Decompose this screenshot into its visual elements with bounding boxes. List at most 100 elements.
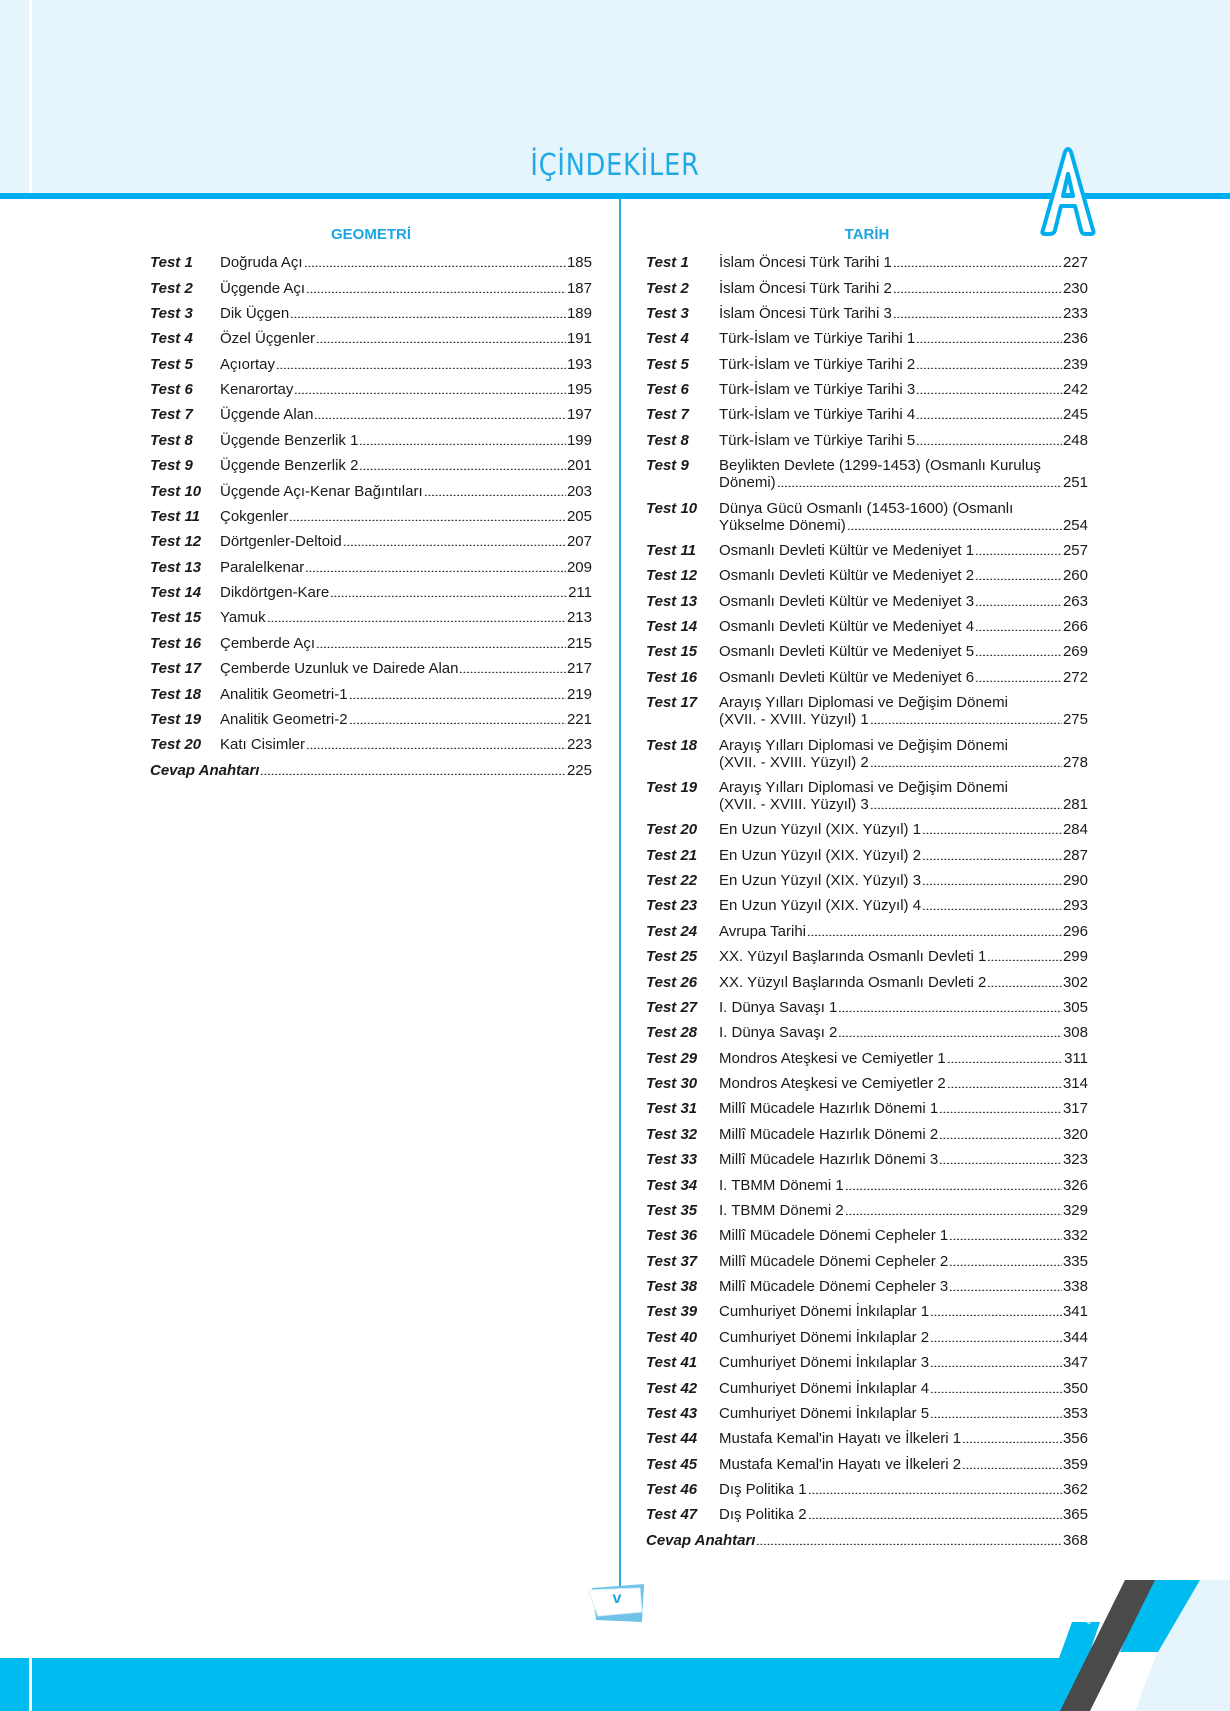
toc-entry[interactable]: Test 4 Özel Üçgenler 191	[150, 326, 592, 351]
entry-line: Dörtgenler-Deltoid 207	[220, 533, 592, 550]
entry-line: En Uzun Yüzyıl (XIX. Yüzyıl) 2 287	[719, 847, 1088, 864]
entry-title: Türk-İslam ve Türkiye Tarihi 5	[719, 431, 916, 449]
toc-entry[interactable]: Test 29 Mondros Ateşkesi ve Cemiyetler 1 3…	[646, 1046, 1088, 1071]
toc-entry[interactable]: Test 14 Dikdörtgen-Kare 211	[150, 580, 592, 605]
toc-entry[interactable]: Test 18 Analitik Geometri-1 219	[150, 681, 592, 706]
toc-entry[interactable]: Test 33 Millî Mücadele Hazırlık Dönemi 3 3…	[646, 1147, 1088, 1172]
entry-line: Yamuk 213	[220, 609, 592, 626]
toc-entry[interactable]: Test 28 I. Dünya Savaşı 2 308	[646, 1020, 1088, 1045]
entry-title: Türk-İslam ve Türkiye Tarihi 4	[719, 406, 916, 424]
toc-entry[interactable]: Test 44 Mustafa Kemal'in Hayatı ve İlkele…	[646, 1426, 1088, 1451]
toc-entry[interactable]: Test 24 Avrupa Tarihi 296	[646, 919, 1088, 944]
entry-label: Test 12	[150, 533, 202, 551]
entry-title: Dönemi)	[719, 474, 776, 492]
entry-page: 365	[1062, 1506, 1088, 1524]
toc-entry[interactable]: Test 8 Türk-İslam ve Türkiye Tarihi 5 248	[646, 428, 1088, 453]
dot-leader	[930, 1407, 1062, 1418]
toc-entry[interactable]: Test 16 Çemberde Açı 215	[150, 631, 592, 656]
toc-entry[interactable]: Test 25 XX. Yüzyıl Başlarında Osmanlı Dev…	[646, 944, 1088, 969]
toc-entry[interactable]: Test 26 XX. Yüzyıl Başlarında Osmanlı Dev…	[646, 969, 1088, 994]
toc-entry[interactable]: Test 19 Analitik Geometri-2 221	[150, 707, 592, 732]
toc-entry[interactable]: Test 30 Mondros Ateşkesi ve Cemiyetler 2 3…	[646, 1071, 1088, 1096]
toc-entry[interactable]: Test 7 Üçgende Alan 197	[150, 402, 592, 427]
toc-entry[interactable]: Test 32 Millî Mücadele Hazırlık Dönemi 2 3…	[646, 1122, 1088, 1147]
toc-entry[interactable]: Test 47 Dış Politika 2 365	[646, 1502, 1088, 1527]
entry-page: 193	[566, 355, 592, 373]
toc-entry[interactable]: Test 2 Üçgende Açı 187	[150, 275, 592, 300]
toc-entry[interactable]: Test 46 Dış Politika 1 362	[646, 1477, 1088, 1502]
toc-entry[interactable]: Test 22 En Uzun Yüzyıl (XIX. Yüzyıl) 3 290	[646, 868, 1088, 893]
toc-entry[interactable]: Test 40 Cumhuriyet Dönemi İnkılaplar 2 344	[646, 1325, 1088, 1350]
entry-page: 302	[1062, 973, 1088, 991]
entry-label: Test 19	[646, 778, 698, 796]
toc-entry[interactable]: Test 6 Kenarortay 195	[150, 377, 592, 402]
toc-entry[interactable]: Test 34 I. TBMM Dönemi 1 326	[646, 1172, 1088, 1197]
entry-line: Üçgende Alan 197	[220, 406, 592, 423]
toc-entry[interactable]: Test 20 Katı Cisimler 223	[150, 732, 592, 757]
entry-label: Test 20	[150, 736, 202, 754]
entry-line: Türk-İslam ve Türkiye Tarihi 1 236	[719, 330, 1088, 347]
toc-entry[interactable]: Test 11 Çokgenler 205	[150, 504, 592, 529]
toc-entry[interactable]: Test 5 Türk-İslam ve Türkiye Tarihi 2 239	[646, 352, 1088, 377]
toc-entry[interactable]: Test 39 Cumhuriyet Dönemi İnkılaplar 1 341	[646, 1299, 1088, 1324]
toc-entry[interactable]: Test 10 Üçgende Açı-Kenar Bağıntıları 203	[150, 478, 592, 503]
toc-entry[interactable]: Test 12 Dörtgenler-Deltoid 207	[150, 529, 592, 554]
entry-label: Test 42	[646, 1379, 698, 1397]
toc-entry[interactable]: Test 20 En Uzun Yüzyıl (XIX. Yüzyıl) 1 284	[646, 817, 1088, 842]
toc-entry[interactable]: Test 36 Millî Mücadele Dönemi Cepheler 1 3…	[646, 1223, 1088, 1248]
answer-key-entry[interactable]: Cevap Anahtarı 225	[150, 758, 592, 783]
toc-entry[interactable]: Test 3 Dik Üçgen 189	[150, 301, 592, 326]
answer-key-entry[interactable]: Cevap Anahtarı 368	[646, 1528, 1088, 1553]
toc-entry[interactable]: Test 35 I. TBMM Dönemi 2 329	[646, 1198, 1088, 1223]
toc-entry[interactable]: Test 45 Mustafa Kemal'in Hayatı ve İlkele…	[646, 1452, 1088, 1477]
entry-line: En Uzun Yüzyıl (XIX. Yüzyıl) 3 290	[719, 872, 1088, 889]
toc-entry[interactable]: Test 7 Türk-İslam ve Türkiye Tarihi 4 245	[646, 402, 1088, 427]
toc-entry[interactable]: Test 14 Osmanlı Devleti Kültür ve Medeniy…	[646, 614, 1088, 639]
toc-entry[interactable]: Test 5 Açıortay 193	[150, 352, 592, 377]
toc-entry[interactable]: Test 37 Millî Mücadele Dönemi Cepheler 2 3…	[646, 1249, 1088, 1274]
toc-entry[interactable]: Test 6 Türk-İslam ve Türkiye Tarihi 3 242	[646, 377, 1088, 402]
toc-entry[interactable]: Test 9 Beylikten Devlete (1299-1453) (Osm…	[646, 453, 1088, 495]
toc-entry[interactable]: Test 2 İslam Öncesi Türk Tarihi 2 230	[646, 275, 1088, 300]
toc-entry[interactable]: Test 12 Osmanlı Devleti Kültür ve Medeniy…	[646, 563, 1088, 588]
toc-entry[interactable]: Test 41 Cumhuriyet Dönemi İnkılaplar 3 347	[646, 1350, 1088, 1375]
entry-body: En Uzun Yüzyıl (XIX. Yüzyıl) 4 293	[719, 897, 1088, 914]
entry-label: Test 30	[646, 1075, 698, 1093]
toc-entry[interactable]: Test 13 Osmanlı Devleti Kültür ve Medeniy…	[646, 589, 1088, 614]
toc-entry[interactable]: Test 4 Türk-İslam ve Türkiye Tarihi 1 236	[646, 326, 1088, 351]
entry-line: Dik Üçgen 189	[220, 305, 592, 322]
entry-line: Analitik Geometri-2 221	[220, 711, 592, 728]
toc-entry[interactable]: Test 19 Arayış Yılları Diplomasi ve Değiş…	[646, 775, 1088, 817]
entry-page: 362	[1062, 1481, 1088, 1499]
entry-page: 284	[1062, 821, 1088, 839]
toc-entry[interactable]: Test 17 Çemberde Uzunluk ve Dairede Alan 2…	[150, 656, 592, 681]
toc-entry[interactable]: Test 3 İslam Öncesi Türk Tarihi 3 233	[646, 301, 1088, 326]
toc-entry[interactable]: Test 18 Arayış Yılları Diplomasi ve Değiş…	[646, 732, 1088, 774]
toc-entry[interactable]: Test 43 Cumhuriyet Dönemi İnkılaplar 5 353	[646, 1401, 1088, 1426]
toc-entry[interactable]: Test 17 Arayış Yılları Diplomasi ve Değiş…	[646, 690, 1088, 732]
toc-entry[interactable]: Test 21 En Uzun Yüzyıl (XIX. Yüzyıl) 2 287	[646, 843, 1088, 868]
toc-entry[interactable]: Test 1 Doğruda Açı 185	[150, 250, 592, 275]
toc-entry[interactable]: Test 15 Osmanlı Devleti Kültür ve Medeniy…	[646, 639, 1088, 664]
toc-entry[interactable]: Test 8 Üçgende Benzerlik 1 199	[150, 428, 592, 453]
toc-entry[interactable]: Test 42 Cumhuriyet Dönemi İnkılaplar 4 350	[646, 1375, 1088, 1400]
toc-entry[interactable]: Test 9 Üçgende Benzerlik 2 201	[150, 453, 592, 478]
toc-entry[interactable]: Test 16 Osmanlı Devleti Kültür ve Medeniy…	[646, 665, 1088, 690]
toc-entry[interactable]: Test 31 Millî Mücadele Hazırlık Dönemi 1 3…	[646, 1096, 1088, 1121]
dot-leader	[946, 1078, 1062, 1089]
toc-entry[interactable]: Test 1 İslam Öncesi Türk Tarihi 1 227	[646, 250, 1088, 275]
entry-body: Arayış Yılları Diplomasi ve Değişim Döne…	[719, 737, 1088, 771]
toc-entry[interactable]: Test 15 Yamuk 213	[150, 605, 592, 630]
toc-entry[interactable]: Test 23 En Uzun Yüzyıl (XIX. Yüzyıl) 4 293	[646, 893, 1088, 918]
entry-label: Test 33	[646, 1151, 698, 1169]
toc-entry[interactable]: Test 13 Paralelkenar 209	[150, 555, 592, 580]
toc-entry[interactable]: Test 11 Osmanlı Devleti Kültür ve Medeniy…	[646, 538, 1088, 563]
entry-line: İslam Öncesi Türk Tarihi 1 227	[719, 254, 1088, 271]
entry-body: Millî Mücadele Hazırlık Dönemi 2 320	[719, 1126, 1088, 1143]
entry-line: Mondros Ateşkesi ve Cemiyetler 2 314	[719, 1075, 1088, 1092]
dot-leader	[459, 663, 566, 674]
entry-label: Test 7	[646, 406, 689, 424]
toc-entry[interactable]: Test 10 Dünya Gücü Osmanlı (1453-1600) (O…	[646, 495, 1088, 537]
toc-entry[interactable]: Test 27 I. Dünya Savaşı 1 305	[646, 995, 1088, 1020]
toc-entry[interactable]: Test 38 Millî Mücadele Dönemi Cepheler 3 3…	[646, 1274, 1088, 1299]
